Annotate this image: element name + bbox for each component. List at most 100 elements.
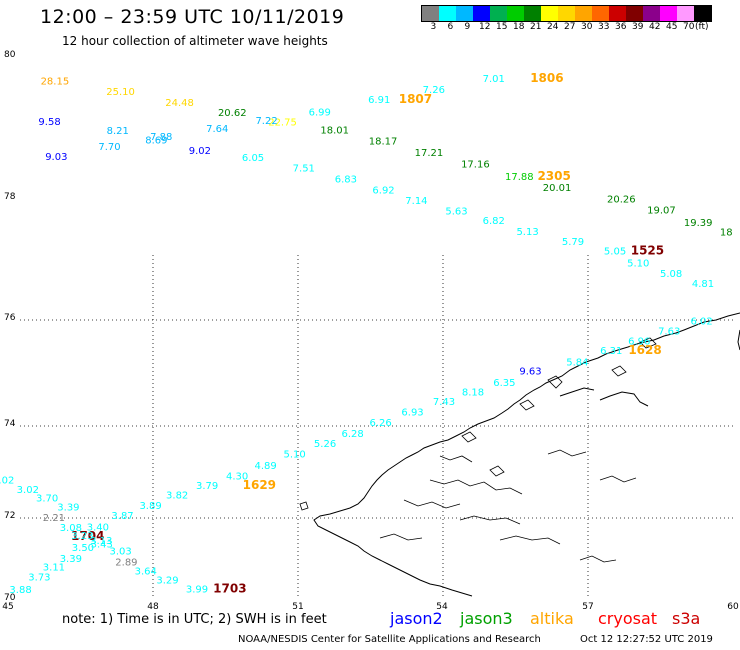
wave-height-value: 7.88 xyxy=(150,132,172,143)
scale-swatch xyxy=(609,6,626,21)
scale-label: 45 xyxy=(666,22,678,32)
wave-height-value: 6.35 xyxy=(493,378,515,389)
wave-height-value: 8.69 xyxy=(145,135,167,146)
lat-tick-label: 74 xyxy=(4,419,16,429)
wave-height-value: 6.26 xyxy=(370,418,392,429)
wave-height-value: 17.21 xyxy=(415,148,444,159)
lon-tick-label: 57 xyxy=(582,602,593,612)
pass-time-label: 1628 xyxy=(628,343,661,357)
wave-height-value: 3.39 xyxy=(60,554,82,565)
wave-height-value: 4.30 xyxy=(226,471,248,482)
lon-tick-label: 51 xyxy=(292,602,303,612)
pass-time-label: 1703 xyxy=(213,582,246,596)
scale-label: 18 xyxy=(513,22,525,32)
scale-label: (ft) xyxy=(695,22,709,32)
scale-label: 3 xyxy=(430,22,437,32)
wave-height-color-scale xyxy=(421,5,712,22)
wave-height-value: 5.10 xyxy=(627,259,649,270)
scale-swatch xyxy=(643,6,660,21)
pass-time-label: 1525 xyxy=(631,244,664,258)
wave-height-value: 20.01 xyxy=(543,183,572,194)
pass-time-label: 1704 xyxy=(71,529,104,543)
scale-label: 30 xyxy=(581,22,593,32)
wave-height-value: 7.51 xyxy=(293,163,315,174)
scale-label: 6 xyxy=(447,22,454,32)
wave-height-value: 6.92 xyxy=(372,186,394,197)
pass-time-label: 2305 xyxy=(537,169,570,183)
wave-height-observations: 28.15 25.10 24.48 20.62 22.75 9.58 8.21 7.888.6… xyxy=(0,71,733,596)
wave-height-value: 3.13 xyxy=(90,536,112,547)
scale-swatch xyxy=(677,6,694,21)
wave-height-value: 6.02 xyxy=(690,316,712,327)
coastline-main xyxy=(313,312,740,597)
wave-height-value: 7.63 xyxy=(658,327,680,338)
wave-height-value: 7.14 xyxy=(405,196,427,207)
wave-height-value: 3.08 xyxy=(60,523,82,534)
wave-height-value: 6.31 xyxy=(600,346,622,357)
wave-height-value: 5.05 xyxy=(604,247,626,258)
wave-height-value: 5.08 xyxy=(660,269,682,280)
wave-height-value: 9.58 xyxy=(38,117,60,128)
wave-height-value: 3.87 xyxy=(111,511,133,522)
wave-height-value: 3.50 xyxy=(72,543,94,554)
wave-height-value: 4.81 xyxy=(692,279,714,290)
coastline-inlets xyxy=(379,449,637,563)
wave-height-value: 3.88 xyxy=(9,585,31,596)
wave-height-value: 9.02 xyxy=(189,146,211,157)
wave-height-value: 19.39 xyxy=(684,218,713,229)
scale-label: 33 xyxy=(598,22,610,32)
credit-text: NOAA/NESDIS Center for Satellite Applica… xyxy=(238,634,541,645)
scale-label: 24 xyxy=(547,22,559,32)
lat-tick-label: 70 xyxy=(4,593,16,603)
scale-label: 39 xyxy=(632,22,644,32)
wave-height-value: 17.16 xyxy=(461,160,490,171)
scale-swatch xyxy=(541,6,558,21)
wave-height-value: 24.48 xyxy=(165,98,194,109)
scale-swatch xyxy=(575,6,592,21)
scale-label: 9 xyxy=(464,22,471,32)
coastline xyxy=(299,312,740,597)
page-title: 12:00 – 23:59 UTC 10/11/2019 xyxy=(40,6,345,28)
legend-s3a: s3a xyxy=(672,609,701,628)
pass-time-label: 1629 xyxy=(243,478,276,492)
wave-height-value: 6.93 xyxy=(401,408,423,419)
wave-height-value: 18 xyxy=(720,228,733,239)
scale-swatch xyxy=(524,6,541,21)
wave-height-value: 3.79 xyxy=(196,481,218,492)
scale-swatch xyxy=(439,6,456,21)
wave-height-value: 6.96 xyxy=(628,336,650,347)
wave-height-value: 5.26 xyxy=(314,439,336,450)
wave-height-value: 7.64 xyxy=(206,124,228,135)
wave-height-value: 20.26 xyxy=(607,194,636,205)
scale-label: 21 xyxy=(530,22,542,32)
scale-swatch xyxy=(456,6,473,21)
wave-height-value: 7.70 xyxy=(98,142,120,153)
scale-swatch xyxy=(592,6,609,21)
generated-timestamp: Oct 12 12:27:52 UTC 2019 xyxy=(580,634,713,645)
wave-height-value: 25.10 xyxy=(106,87,135,98)
pass-time-label: 1807 xyxy=(399,92,432,106)
wave-height-value: 8.21 xyxy=(107,126,129,137)
wave-height-value: 3.11 xyxy=(43,563,65,574)
scale-swatch xyxy=(694,6,711,21)
lon-tick-label: 48 xyxy=(147,602,159,612)
wave-height-value: 4.89 xyxy=(254,461,276,472)
wave-height-value: 3.82 xyxy=(166,491,188,502)
page-subtitle: 12 hour collection of altimeter wave hei… xyxy=(62,34,328,48)
wave-height-value: 3.02 xyxy=(0,476,14,487)
wave-height-value: 3.23 xyxy=(71,531,93,542)
legend-jason3: jason3 xyxy=(460,609,513,628)
scale-label: 12 xyxy=(479,22,491,32)
pass-time-label: 1806 xyxy=(530,71,563,85)
lon-tick-label: 60 xyxy=(727,602,739,612)
wave-height-value: 7.26 xyxy=(423,85,445,96)
scale-swatch xyxy=(558,6,575,21)
legend-jason2: jason2 xyxy=(390,609,443,628)
wave-height-value: 5.10 xyxy=(283,450,305,461)
wave-height-value: 22.75 xyxy=(268,118,297,129)
scale-swatch xyxy=(490,6,507,21)
lon-tick-label: 45 xyxy=(2,602,13,612)
wave-height-value: 3.40 xyxy=(87,523,109,534)
